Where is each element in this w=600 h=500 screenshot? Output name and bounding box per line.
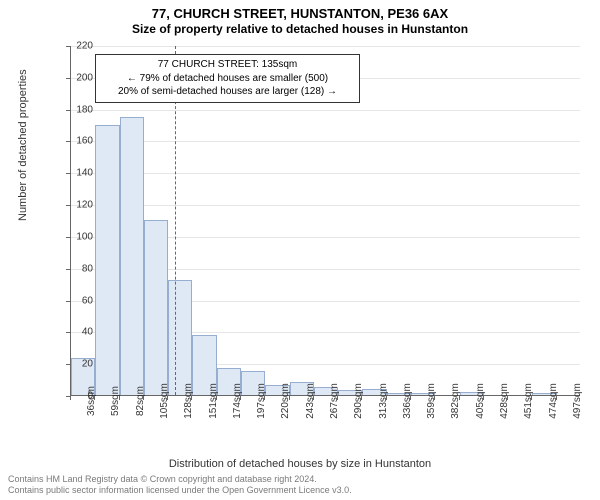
xtick-mark [459,396,460,400]
ytick-label: 120 [63,200,93,211]
annotation-line-3: 20% of semi-detached houses are larger (… [102,85,353,99]
x-axis-title: Distribution of detached houses by size … [0,458,600,470]
histogram-bar [168,280,192,395]
ytick-label: 220 [63,41,93,52]
ytick-label: 80 [63,263,93,274]
gridline [71,46,580,47]
ytick-label: 40 [63,327,93,338]
xtick-label: 497sqm [572,383,583,419]
xtick-label: 197sqm [256,383,267,419]
xtick-mark [216,396,217,400]
xtick-mark [556,396,557,400]
xtick-label: 474sqm [548,383,559,419]
xtick-label: 428sqm [499,383,510,419]
annotation-box: 77 CHURCH STREET: 135sqm ← 79% of detach… [95,54,360,103]
xtick-mark [167,396,168,400]
xtick-mark [240,396,241,400]
xtick-mark [337,396,338,400]
ytick-label: 180 [63,104,93,115]
xtick-mark [94,396,95,400]
xtick-mark [119,396,120,400]
xtick-mark [531,396,532,400]
xtick-mark [264,396,265,400]
y-axis-title: Number of detached properties [17,69,29,221]
ytick-label: 160 [63,136,93,147]
xtick-mark [191,396,192,400]
gridline [71,141,580,142]
xtick-label: 267sqm [329,383,340,419]
xtick-label: 151sqm [208,383,219,419]
xtick-label: 336sqm [402,383,413,419]
xtick-label: 359sqm [426,383,437,419]
histogram-bar [144,220,168,395]
chart-title: 77, CHURCH STREET, HUNSTANTON, PE36 6AX … [0,0,600,37]
xtick-label: 174sqm [232,383,243,419]
xtick-mark [70,396,71,400]
footer-line-2: Contains public sector information licen… [8,485,352,496]
ytick-label: 200 [63,72,93,83]
xtick-label: 382sqm [450,383,461,419]
xtick-label: 451sqm [523,383,534,419]
annotation-line-2: ← 79% of detached houses are smaller (50… [102,72,353,86]
xtick-label: 82sqm [135,386,146,416]
xtick-mark [386,396,387,400]
footer-line-1: Contains HM Land Registry data © Crown c… [8,474,352,485]
gridline [71,110,580,111]
xtick-mark [289,396,290,400]
xtick-label: 243sqm [305,383,316,419]
ytick-label: 60 [63,295,93,306]
xtick-mark [410,396,411,400]
xtick-label: 405sqm [475,383,486,419]
xtick-mark [313,396,314,400]
xtick-label: 59sqm [110,386,121,416]
histogram-bar [95,125,119,395]
gridline [71,205,580,206]
plot-area: 77 CHURCH STREET: 135sqm ← 79% of detach… [70,46,580,396]
xtick-label: 36sqm [86,386,97,416]
xtick-label: 220sqm [280,383,291,419]
xtick-label: 105sqm [159,383,170,419]
xtick-mark [483,396,484,400]
footer: Contains HM Land Registry data © Crown c… [8,474,352,497]
xtick-label: 128sqm [183,383,194,419]
title-line-2: Size of property relative to detached ho… [0,22,600,37]
chart: Number of detached properties 77 CHURCH … [45,46,585,426]
xtick-mark [507,396,508,400]
annotation-line-1: 77 CHURCH STREET: 135sqm [102,58,353,72]
xtick-label: 313sqm [378,383,389,419]
ytick-label: 140 [63,168,93,179]
ytick-label: 100 [63,231,93,242]
xtick-mark [361,396,362,400]
xtick-mark [434,396,435,400]
xtick-label: 290sqm [353,383,364,419]
histogram-bar [120,117,144,395]
gridline [71,173,580,174]
ytick-label: 20 [63,359,93,370]
title-line-1: 77, CHURCH STREET, HUNSTANTON, PE36 6AX [0,6,600,22]
xtick-mark [143,396,144,400]
